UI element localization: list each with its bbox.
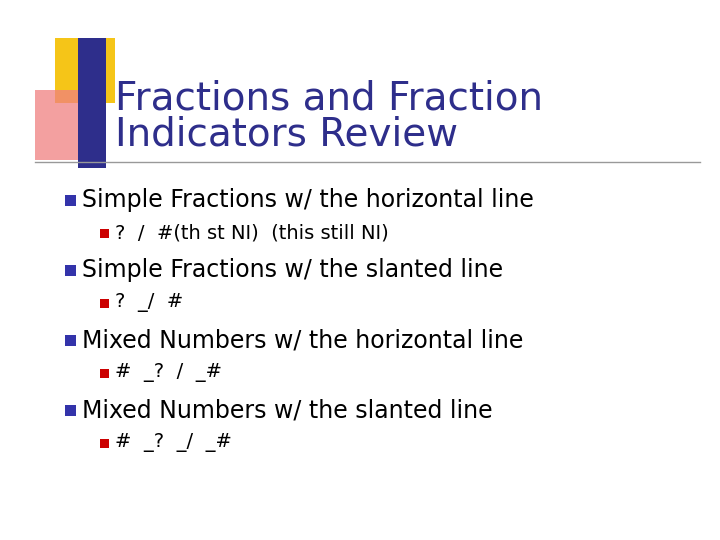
Bar <box>78 38 106 168</box>
Bar <box>65 404 76 415</box>
Bar <box>55 38 115 103</box>
Text: Indicators Review: Indicators Review <box>115 115 458 153</box>
Text: Mixed Numbers w/ the horizontal line: Mixed Numbers w/ the horizontal line <box>82 328 523 352</box>
Text: ?  _/  #: ? _/ # <box>115 294 184 313</box>
Text: #  _?  /  _#: # _? / _# <box>115 363 222 382</box>
Text: Fractions and Fraction: Fractions and Fraction <box>115 80 543 118</box>
Text: ?  /  #(th st NI)  (this still NI): ? / #(th st NI) (this still NI) <box>115 224 389 242</box>
Bar <box>65 194 76 206</box>
Bar <box>100 228 109 238</box>
Bar <box>35 90 100 160</box>
Text: #  _?  _/  _#: # _? _/ _# <box>115 434 232 453</box>
Text: Simple Fractions w/ the slanted line: Simple Fractions w/ the slanted line <box>82 258 503 282</box>
Text: Mixed Numbers w/ the slanted line: Mixed Numbers w/ the slanted line <box>82 398 492 422</box>
Bar <box>65 334 76 346</box>
Bar <box>65 265 76 275</box>
Bar <box>100 299 109 307</box>
Text: Simple Fractions w/ the horizontal line: Simple Fractions w/ the horizontal line <box>82 188 534 212</box>
Bar <box>100 368 109 377</box>
Bar <box>100 438 109 448</box>
